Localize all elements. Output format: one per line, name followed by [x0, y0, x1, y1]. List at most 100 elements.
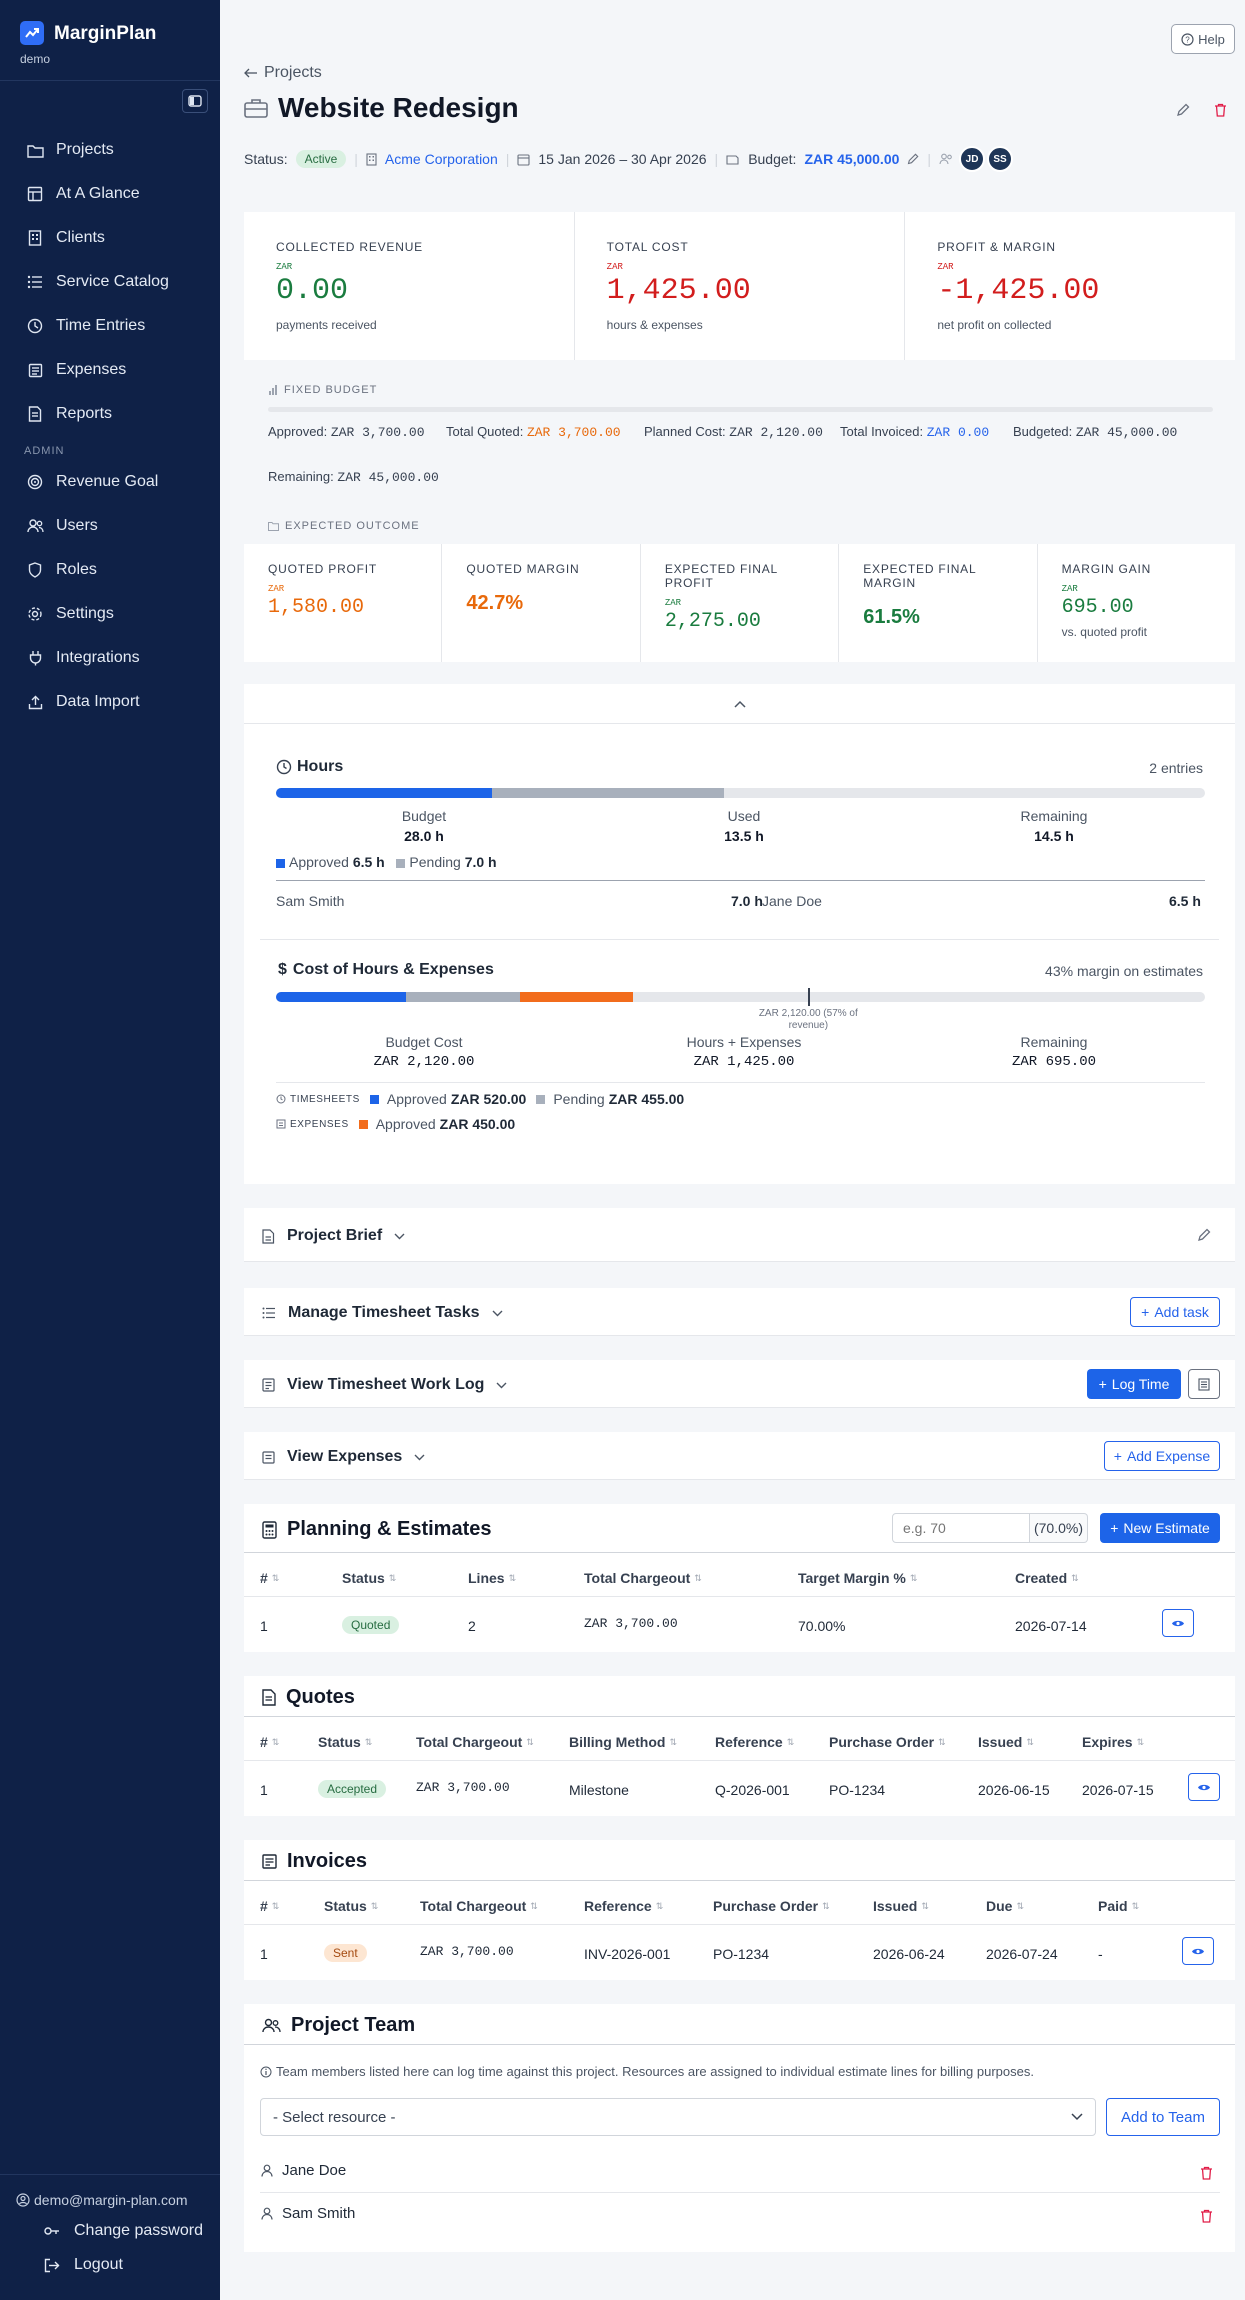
budget-total-quoted: Total Quoted: ZAR 3,700.00: [446, 424, 621, 440]
invoices-section: Invoices # ⇅ Status ⇅ Total Chargeout ⇅ Ref…: [244, 1840, 1235, 1980]
page-title: Website Redesign: [278, 92, 519, 123]
add-task-button[interactable]: + Add task: [1130, 1297, 1220, 1327]
change-password-link[interactable]: Change password: [44, 2222, 203, 2240]
column-header[interactable]: Target Margin % ⇅: [798, 1570, 918, 1586]
cost-hours-expenses-stat: Hours + Expenses ZAR 1,425.00: [686, 1034, 802, 1070]
new-estimate-button[interactable]: + New Estimate: [1100, 1513, 1220, 1543]
log-time-button[interactable]: + Log Time: [1087, 1369, 1181, 1399]
sidebar-item-label: Time Entries: [56, 317, 146, 334]
kpi-currency: ZAR: [937, 262, 954, 272]
column-header[interactable]: Expires ⇅: [1082, 1734, 1145, 1750]
sidebar-item-service-catalog[interactable]: Service Catalog: [26, 267, 169, 297]
add-to-team-button[interactable]: Add to Team: [1106, 2098, 1220, 2136]
target-margin-input[interactable]: [892, 1513, 1030, 1543]
remove-member-button[interactable]: [1194, 2161, 1218, 2185]
quotes-header: Quotes: [262, 1686, 355, 1709]
client-link[interactable]: Acme Corporation: [384, 151, 498, 167]
column-header[interactable]: Billing Method ⇅: [569, 1734, 677, 1750]
column-header[interactable]: Reference ⇅: [584, 1898, 664, 1914]
users-icon: [939, 153, 952, 165]
sidebar-item-data-import[interactable]: Data Import: [26, 687, 140, 717]
worklog-report-button[interactable]: [1188, 1369, 1220, 1399]
remove-member-button[interactable]: [1194, 2204, 1218, 2228]
sidebar-item-revenue-goal[interactable]: Revenue Goal: [26, 467, 158, 497]
kpi-value: 695.00: [1061, 596, 1134, 619]
timesheet-tasks-header[interactable]: Manage Timesheet Tasks: [262, 1304, 503, 1322]
back-to-projects-link[interactable]: Projects: [244, 64, 322, 82]
column-header[interactable]: Status ⇅: [324, 1898, 379, 1914]
sidebar-item-integrations[interactable]: Integrations: [26, 643, 140, 673]
sidebar-item-label: At A Glance: [56, 185, 140, 202]
project-brief-section[interactable]: Project Brief: [244, 1208, 1235, 1262]
receipt-icon: [262, 1450, 275, 1464]
column-header[interactable]: # ⇅: [260, 1898, 280, 1914]
sidebar-collapse-button[interactable]: [182, 89, 208, 113]
avatar[interactable]: JD: [959, 146, 986, 172]
timesheet-worklog-header[interactable]: View Timesheet Work Log: [262, 1376, 507, 1394]
project-brief-header[interactable]: Project Brief: [262, 1227, 405, 1245]
sidebar-item-settings[interactable]: Settings: [26, 599, 114, 629]
collapse-summary-toggle[interactable]: [244, 684, 1235, 724]
avatar[interactable]: SS: [987, 146, 1014, 172]
edit-project-button[interactable]: [1171, 98, 1195, 122]
column-header[interactable]: Created ⇅: [1015, 1570, 1079, 1586]
budget-strip: [244, 360, 1235, 570]
cost-approved-segment: [276, 992, 407, 1002]
budget-cost-marker: [808, 988, 811, 1006]
table-header-border: [244, 1596, 1235, 1597]
view-invoice-button[interactable]: [1182, 1937, 1214, 1965]
view-estimate-button[interactable]: [1162, 1609, 1194, 1637]
pencil-icon[interactable]: [907, 153, 919, 165]
budget-planned-cost: Planned Cost: ZAR 2,120.00: [644, 424, 823, 440]
kpi-value: 42.7%: [466, 592, 524, 614]
column-header[interactable]: Paid ⇅: [1098, 1898, 1140, 1914]
log-icon: [262, 1378, 275, 1392]
help-button[interactable]: ? Help: [1171, 24, 1235, 54]
sidebar-item-at-a-glance[interactable]: At A Glance: [26, 179, 140, 209]
resource-select[interactable]: - Select resource -: [260, 2098, 1096, 2136]
list-icon: [262, 1307, 275, 1319]
column-header[interactable]: # ⇅: [260, 1734, 280, 1750]
timesheet-tasks-section[interactable]: Manage Timesheet Tasks + Add task: [244, 1288, 1235, 1336]
budget-cost-marker-label: ZAR 2,120.00 (57% of revenue): [758, 1008, 858, 1031]
sidebar-item-expenses[interactable]: Expenses: [26, 355, 126, 385]
column-header[interactable]: # ⇅: [260, 1570, 280, 1586]
column-header[interactable]: Due ⇅: [986, 1898, 1024, 1914]
add-expense-button[interactable]: + Add Expense: [1104, 1441, 1220, 1471]
column-header[interactable]: Purchase Order ⇅: [713, 1898, 830, 1914]
kpi-subtitle: hours & expenses: [606, 318, 703, 332]
sidebar-item-label: Revenue Goal: [56, 473, 159, 490]
logout-link[interactable]: Logout: [44, 2256, 123, 2274]
cost-pending-segment: [406, 992, 521, 1002]
expected-outcome-title: EXPECTED OUTCOME: [285, 520, 420, 532]
clock-icon: [276, 759, 292, 775]
column-header[interactable]: Purchase Order ⇅: [829, 1734, 946, 1750]
column-header[interactable]: Total Chargeout ⇅: [584, 1570, 702, 1586]
kpi-label: EXPECTED FINAL MARGIN: [863, 562, 976, 590]
column-header[interactable]: Total Chargeout ⇅: [416, 1734, 534, 1750]
sidebar-item-reports[interactable]: Reports: [26, 399, 112, 429]
column-header[interactable]: Issued ⇅: [978, 1734, 1034, 1750]
column-header[interactable]: Reference ⇅: [715, 1734, 795, 1750]
column-header[interactable]: Status ⇅: [318, 1734, 373, 1750]
kpi-total-cost: TOTAL COST ZAR 1,425.00 hours & expenses: [575, 212, 906, 360]
edit-brief-button[interactable]: [1192, 1223, 1216, 1247]
hours-used-stat: Used 13.5 h: [724, 808, 764, 844]
sidebar-item-time-entries[interactable]: Time Entries: [26, 311, 145, 341]
sidebar-item-users[interactable]: Users: [26, 511, 98, 541]
table-header-border: [244, 1924, 1235, 1925]
column-header[interactable]: Status ⇅: [342, 1570, 397, 1586]
sidebar-item-label: Clients: [56, 229, 105, 246]
column-header[interactable]: Issued ⇅: [873, 1898, 929, 1914]
sidebar-item-roles[interactable]: Roles: [26, 555, 97, 585]
delete-project-button[interactable]: [1208, 98, 1232, 122]
sidebar-item-clients[interactable]: Clients: [26, 223, 105, 253]
column-header[interactable]: Total Chargeout ⇅: [420, 1898, 538, 1914]
expenses-section[interactable]: View Expenses + Add Expense: [244, 1432, 1235, 1480]
view-quote-button[interactable]: [1188, 1773, 1220, 1801]
admin-section-label: ADMIN: [24, 445, 65, 457]
sidebar-item-projects[interactable]: Projects: [26, 135, 114, 165]
timesheet-worklog-section[interactable]: View Timesheet Work Log + Log Time: [244, 1360, 1235, 1408]
expenses-header[interactable]: View Expenses: [262, 1448, 425, 1466]
column-header[interactable]: Lines ⇅: [468, 1570, 517, 1586]
